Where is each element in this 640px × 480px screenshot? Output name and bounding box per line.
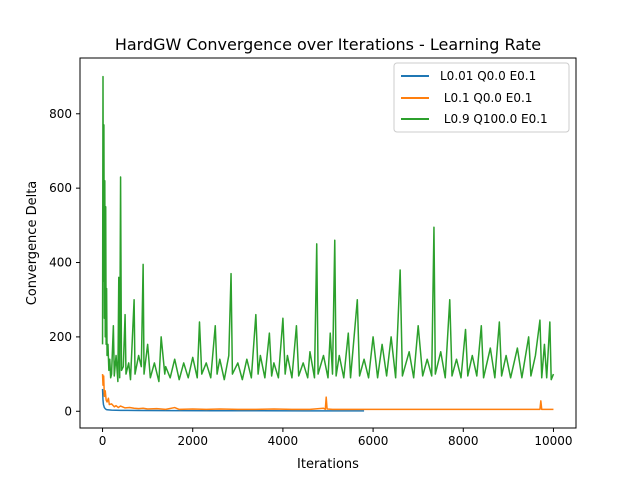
- x-tick-label: 6000: [358, 434, 389, 448]
- x-tick-label: 0: [99, 434, 107, 448]
- y-tick-label: 600: [49, 181, 72, 195]
- legend-label-series-2: L0.1 Q0.0 E0.1: [440, 91, 532, 105]
- y-tick-label: 200: [49, 330, 72, 344]
- x-axis-label: Iterations: [297, 457, 359, 472]
- x-axis: 0 2000 4000 6000 8000 10000: [99, 428, 573, 448]
- y-tick-label: 0: [64, 404, 72, 418]
- plot-frame: [79, 57, 577, 429]
- x-tick-label: 10000: [534, 434, 572, 448]
- x-tick-label: 2000: [177, 434, 208, 448]
- x-tick-label: 4000: [268, 434, 299, 448]
- series-layer: [101, 75, 555, 412]
- series-line-3: [101, 75, 555, 383]
- legend-label-series-1: L0.01 Q0.0 E0.1: [440, 69, 536, 83]
- y-axis-label: Convergence Delta: [25, 181, 40, 306]
- chart-title: HardGW Convergence over Iterations - Lea…: [115, 35, 541, 54]
- series-line-2: [101, 374, 554, 411]
- y-tick-label: 800: [49, 107, 72, 121]
- legend-label-series-3: L0.9 Q100.0 E0.1: [440, 112, 548, 126]
- legend-frame: [393, 62, 570, 133]
- y-tick-label: 400: [49, 256, 72, 270]
- series-line-1: [101, 388, 365, 412]
- y-axis: 0 200 400 600 800: [49, 107, 80, 418]
- legend: L0.01 Q0.0 E0.1 L0.1 Q0.0 E0.1 L0.9 Q100…: [393, 62, 570, 133]
- x-tick-label: 8000: [448, 434, 479, 448]
